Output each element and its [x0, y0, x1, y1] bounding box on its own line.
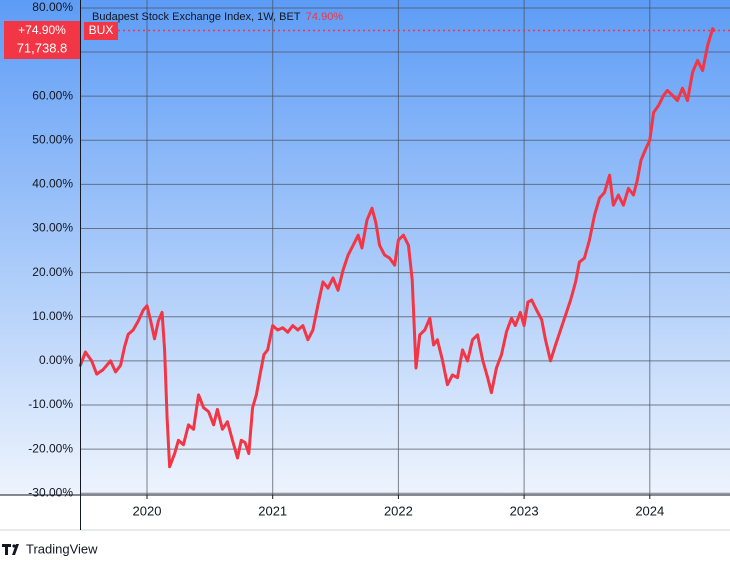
y-tick-label: 80.00%: [32, 0, 73, 14]
plot-background: [0, 0, 730, 495]
brand-name: TradingView: [26, 541, 98, 556]
x-tick-label: 2024: [635, 503, 664, 518]
header: Budapest Stock Exchange Index, 1W, BET: [92, 11, 301, 23]
y-tick-label: 40.00%: [32, 177, 73, 191]
symbol-badge: [84, 22, 118, 40]
y-tick-label: 30.00%: [32, 221, 73, 235]
price-badge: [4, 21, 80, 59]
x-tick-label: 2020: [133, 503, 162, 518]
symbol-label: BUX: [89, 23, 114, 37]
y-tick-label: 60.00%: [32, 88, 73, 102]
y-tick-label: -30.00%: [28, 485, 73, 499]
y-tick-label: 50.00%: [32, 132, 73, 146]
y-tick-label: -20.00%: [28, 441, 73, 455]
price-line: [78, 27, 716, 469]
badge-change: +74.90%: [18, 23, 66, 37]
y-tick-label: -10.00%: [28, 397, 73, 411]
x-tick-label: 2021: [258, 503, 287, 518]
y-tick-label: 10.00%: [32, 309, 73, 323]
y-tick-label: 0.00%: [39, 353, 73, 367]
x-tick-label: 2022: [384, 503, 413, 518]
y-tick-label: 20.00%: [32, 265, 73, 279]
badge-price: 71,738.8: [17, 40, 68, 55]
x-tick-label: 2023: [510, 503, 539, 518]
header-change: 74.90%: [306, 11, 344, 23]
brand-logo: [2, 544, 19, 555]
x-axis-area: [0, 495, 730, 530]
